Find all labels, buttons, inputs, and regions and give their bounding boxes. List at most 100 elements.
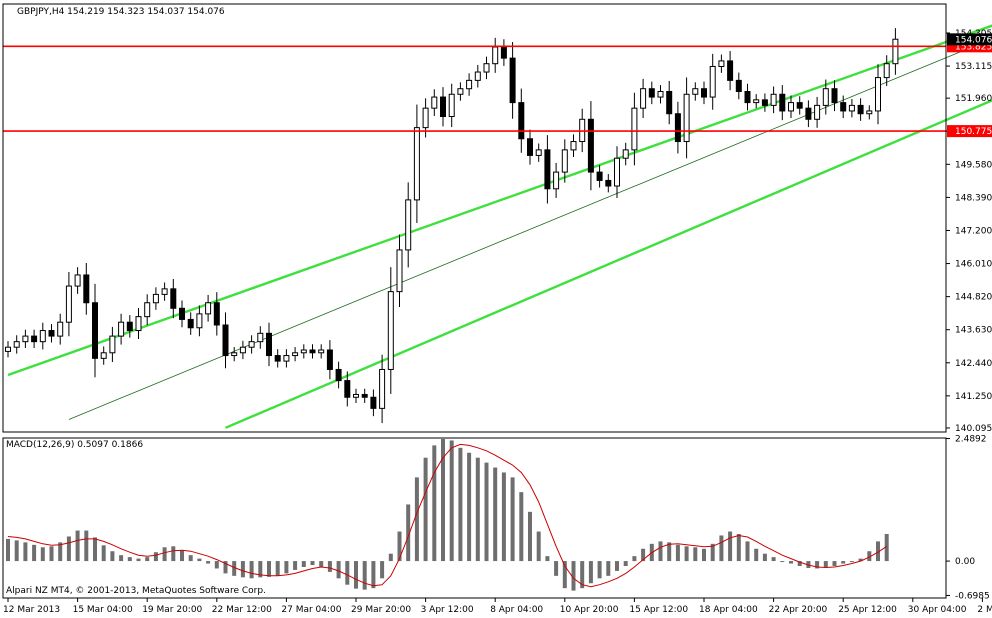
x-tick-label: 15 Apr 12:00 <box>629 605 688 615</box>
candle-body <box>657 90 664 98</box>
macd-panel[interactable] <box>6 438 889 591</box>
candle-body <box>109 335 116 354</box>
macd-bar <box>736 534 741 562</box>
level-label: 153.825 <box>955 42 992 52</box>
candle-body <box>544 149 551 190</box>
candle-body <box>674 113 681 143</box>
candle-body <box>761 99 768 106</box>
candle-body <box>648 88 655 98</box>
candle-body <box>683 93 690 143</box>
macd-bar <box>632 556 637 562</box>
macd-bar <box>371 561 376 589</box>
candle-body <box>396 249 403 293</box>
macd-bar <box>562 561 567 589</box>
macd-bar <box>780 561 785 563</box>
candle-body <box>709 65 716 98</box>
candle-body <box>326 349 333 370</box>
macd-bar <box>684 546 689 562</box>
macd-bar <box>136 558 141 562</box>
macd-bar <box>240 561 245 578</box>
candle-body <box>196 313 203 329</box>
candle-body <box>222 324 229 357</box>
candle-body <box>231 352 238 357</box>
macd-bar <box>641 548 646 562</box>
x-tick-label: 10 Apr 20:00 <box>560 605 619 615</box>
macd-bar <box>162 547 167 562</box>
candle-body <box>587 118 594 173</box>
candle-body <box>666 90 673 115</box>
macd-bar <box>588 561 593 584</box>
macd-bar <box>884 534 889 562</box>
level-label-box <box>947 125 992 138</box>
axes: 154.305153.115151.960150.775149.580148.3… <box>2 3 992 615</box>
candle-body <box>857 104 864 115</box>
macd-signal-line <box>7 443 887 588</box>
macd-bar <box>345 561 350 585</box>
macd-bar <box>258 561 263 578</box>
x-tick-label: 2 May 20:00 <box>977 605 992 615</box>
macd-bar <box>362 561 367 590</box>
candle-body <box>605 179 612 187</box>
x-tick-label: 12 Mar 2013 <box>3 605 60 615</box>
candle-body <box>788 102 794 112</box>
price-tick-label: 146.010 <box>955 260 992 270</box>
current-price-box <box>947 33 992 46</box>
candle-body <box>814 104 821 120</box>
macd-bar <box>528 511 532 562</box>
macd-bar <box>354 561 358 589</box>
candle-body <box>518 102 525 140</box>
macd-bar <box>675 544 680 562</box>
macd-bar <box>75 530 80 562</box>
candle-body <box>631 107 638 151</box>
macd-bar <box>293 561 298 570</box>
x-tick-label: 29 Mar 20:00 <box>351 605 411 615</box>
price-tick-label: 142.440 <box>955 359 992 369</box>
candle-body <box>440 96 446 118</box>
candle-body <box>161 288 168 295</box>
candle-body <box>118 321 125 337</box>
price-panel[interactable] <box>3 14 992 429</box>
macd-bar <box>754 548 759 562</box>
x-tick-label: 15 Mar 04:00 <box>73 605 133 615</box>
macd-bar <box>14 540 19 562</box>
candle-body <box>239 346 246 354</box>
macd-bar <box>580 561 585 589</box>
macd-bar <box>571 561 576 591</box>
macd-bar <box>310 561 315 566</box>
macd-bar <box>823 561 828 567</box>
macd-bar <box>284 561 289 574</box>
macd-bar <box>66 536 71 562</box>
macd-bar <box>545 556 550 562</box>
price-panel-frame <box>2 3 947 433</box>
candle-body <box>692 88 699 95</box>
x-tick-label: 19 Mar 20:00 <box>142 605 202 615</box>
current-price-label: 154.076 <box>955 35 992 45</box>
macd-bar <box>693 547 698 562</box>
candle-body <box>187 318 194 329</box>
macd-bar <box>536 531 541 562</box>
x-tick-label: 22 Mar 12:00 <box>212 605 272 615</box>
channel-middle-line <box>68 38 992 420</box>
price-tick-label: 149.580 <box>955 160 992 170</box>
macd-bar <box>554 561 559 576</box>
candle-body <box>535 149 542 156</box>
x-tick-label: 22 Apr 20:00 <box>769 605 828 615</box>
candle-body <box>831 88 838 104</box>
macd-bar <box>388 553 393 562</box>
candle-body <box>48 330 55 337</box>
candle-body <box>248 341 255 348</box>
x-tick-label: 8 Apr 04:00 <box>490 605 543 615</box>
macd-bar <box>206 561 211 564</box>
macd-bar <box>301 561 306 567</box>
x-tick-label: 3 Apr 12:00 <box>421 605 474 615</box>
price-tick-label: 144.820 <box>955 293 992 303</box>
candle-body <box>126 321 133 332</box>
candle-body <box>474 71 481 81</box>
macd-bar <box>171 546 176 562</box>
macd-bar <box>789 561 793 564</box>
macd-bar <box>832 561 837 566</box>
candle-body <box>370 396 377 409</box>
candle-body <box>39 330 46 343</box>
candle-body <box>22 335 29 343</box>
